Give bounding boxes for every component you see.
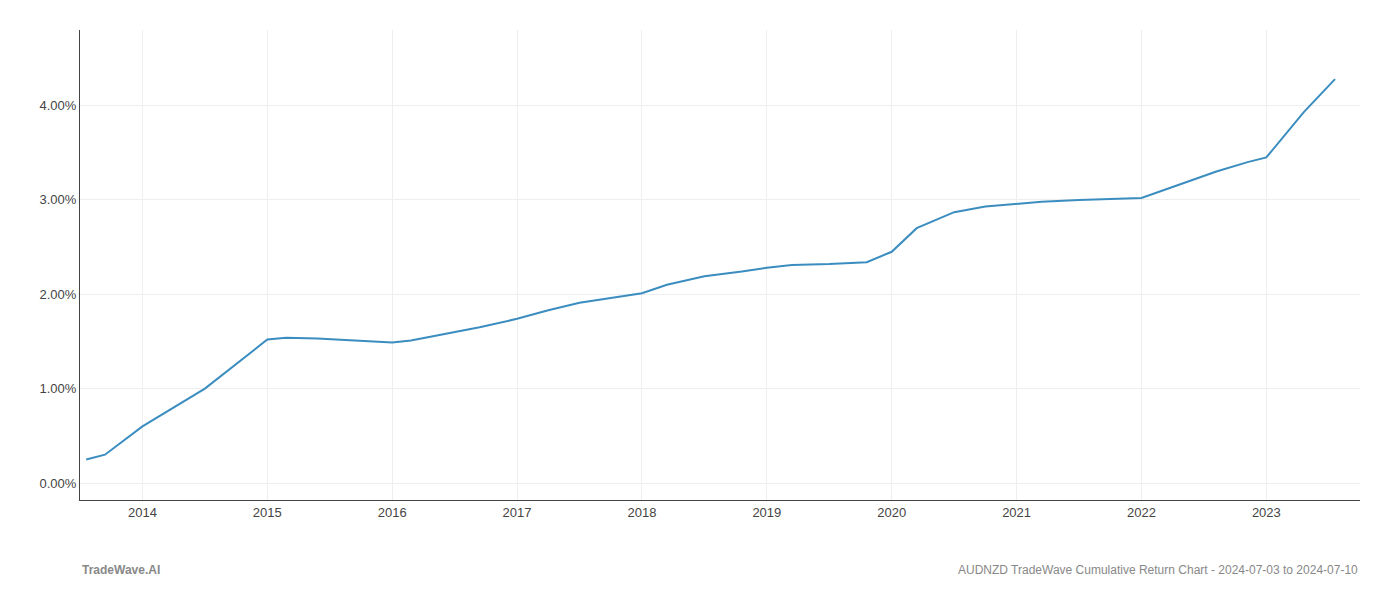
svg-text:3.00%: 3.00% xyxy=(40,192,77,207)
svg-text:2.00%: 2.00% xyxy=(40,287,77,302)
svg-text:0.00%: 0.00% xyxy=(40,476,77,491)
svg-text:2014: 2014 xyxy=(128,505,157,520)
svg-text:2021: 2021 xyxy=(1002,505,1031,520)
svg-text:AUDNZD TradeWave Cumulative Re: AUDNZD TradeWave Cumulative Return Chart… xyxy=(958,563,1358,577)
svg-text:1.00%: 1.00% xyxy=(40,381,77,396)
svg-text:4.00%: 4.00% xyxy=(40,98,77,113)
svg-text:2016: 2016 xyxy=(378,505,407,520)
svg-text:2018: 2018 xyxy=(627,505,656,520)
svg-text:2022: 2022 xyxy=(1127,505,1156,520)
svg-text:2020: 2020 xyxy=(877,505,906,520)
svg-text:TradeWave.AI: TradeWave.AI xyxy=(82,563,160,577)
svg-text:2023: 2023 xyxy=(1252,505,1281,520)
svg-text:2019: 2019 xyxy=(752,505,781,520)
svg-text:2017: 2017 xyxy=(503,505,532,520)
svg-text:2015: 2015 xyxy=(253,505,282,520)
